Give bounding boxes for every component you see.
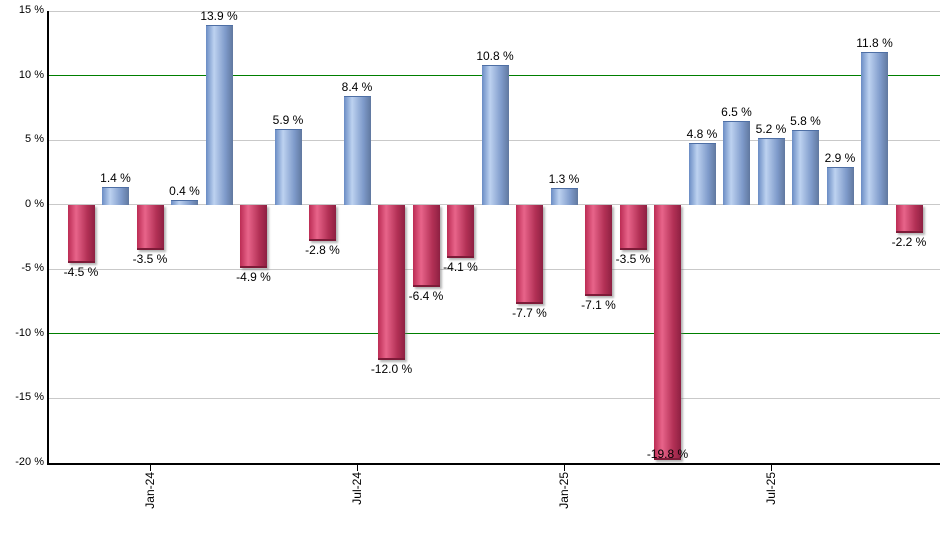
bar-positive bbox=[171, 199, 198, 205]
bar-value-label: 8.4 % bbox=[341, 80, 373, 95]
bar-value-label: -12.0 % bbox=[370, 361, 413, 376]
x-axis-line bbox=[47, 463, 940, 465]
y-axis-label: 15 % bbox=[18, 4, 44, 16]
bar-negative bbox=[309, 204, 336, 241]
bar-value-label: -4.5 % bbox=[63, 264, 99, 279]
x-axis-label: Jul-24 bbox=[350, 472, 364, 505]
bar-value-label: 4.8 % bbox=[686, 126, 718, 141]
bar-positive bbox=[792, 129, 819, 205]
bar-positive bbox=[481, 65, 509, 205]
bar-value-label: 2.9 % bbox=[824, 151, 856, 166]
bar-negative bbox=[516, 204, 543, 305]
bar-negative bbox=[240, 204, 267, 268]
bar-value-label: 11.8 % bbox=[856, 36, 893, 51]
bar-positive bbox=[826, 167, 854, 205]
bar-value-label: 5.2 % bbox=[755, 121, 787, 136]
x-axis-tick bbox=[356, 464, 358, 471]
y-axis-label: 10 % bbox=[18, 68, 44, 81]
bar-value-label: -6.4 % bbox=[408, 289, 444, 304]
bar-value-label: -7.1 % bbox=[581, 298, 616, 313]
bar-value-label: 6.5 % bbox=[721, 104, 752, 119]
bar-value-label: -19.8 % bbox=[646, 447, 689, 461]
bar-positive bbox=[550, 187, 578, 205]
bar-value-label: -3.5 % bbox=[132, 251, 168, 266]
bar-value-label: 10.8 % bbox=[476, 49, 514, 64]
bar-negative bbox=[654, 204, 681, 461]
bar-value-label: -2.2 % bbox=[891, 235, 927, 250]
y-axis-label: -15 % bbox=[15, 391, 44, 404]
x-axis-label: Jul-25 bbox=[764, 472, 778, 505]
bar-value-label: 5.8 % bbox=[790, 113, 821, 128]
bar-negative bbox=[619, 204, 647, 250]
bar-negative bbox=[585, 204, 612, 297]
bar-negative bbox=[67, 204, 95, 263]
bar-value-label: 5.9 % bbox=[272, 112, 304, 127]
bar-negative bbox=[412, 204, 440, 288]
gridline bbox=[49, 397, 940, 399]
bar-positive bbox=[205, 25, 233, 205]
bar-positive bbox=[723, 120, 750, 205]
gridline bbox=[49, 204, 940, 206]
bar-negative bbox=[895, 204, 923, 234]
bar-negative bbox=[378, 204, 405, 360]
x-axis-tick bbox=[149, 464, 151, 471]
bar-value-label: 13.9 % bbox=[200, 9, 238, 24]
bar-value-label: -4.9 % bbox=[236, 269, 271, 284]
bar-value-label: -2.8 % bbox=[305, 242, 340, 257]
bar-positive bbox=[343, 96, 371, 205]
bar-value-label: 1.4 % bbox=[100, 170, 131, 185]
bar-negative bbox=[447, 204, 474, 258]
bar-positive bbox=[102, 186, 129, 205]
bar-value-label: -3.5 % bbox=[615, 251, 651, 266]
bar-value-label: 1.3 % bbox=[548, 171, 580, 186]
bar-positive bbox=[861, 52, 888, 205]
y-axis-line bbox=[47, 11, 49, 465]
bar-negative bbox=[136, 204, 164, 250]
y-axis-label: -10 % bbox=[15, 326, 44, 339]
x-axis-label: Jan-24 bbox=[143, 472, 157, 509]
bar-value-label: 0.4 % bbox=[169, 183, 200, 198]
bar-positive bbox=[688, 142, 716, 205]
x-axis-tick bbox=[770, 464, 772, 471]
y-axis-label: 0 % bbox=[25, 197, 44, 210]
x-axis-tick bbox=[563, 464, 565, 471]
bar-value-label: -4.1 % bbox=[443, 259, 478, 274]
y-axis-label: 5 % bbox=[25, 133, 44, 146]
reference-line bbox=[49, 333, 940, 335]
bar-positive bbox=[274, 128, 302, 205]
gridline bbox=[49, 268, 940, 270]
bar-positive bbox=[757, 137, 785, 205]
gridline bbox=[49, 10, 940, 12]
y-axis-label: -20 % bbox=[15, 456, 44, 468]
x-axis-label: Jan-25 bbox=[557, 472, 571, 509]
bar-value-label: -7.7 % bbox=[512, 306, 547, 321]
y-axis-label: -5 % bbox=[21, 262, 44, 275]
